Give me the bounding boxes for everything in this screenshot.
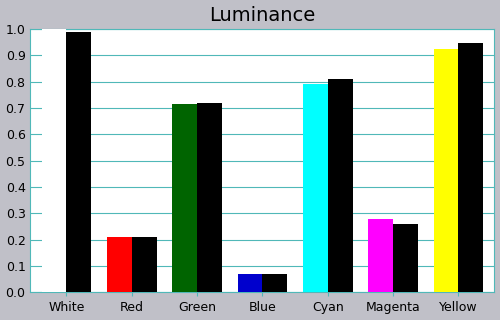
Bar (107, 237, 132, 292)
Bar (132, 237, 156, 292)
Bar (66, 32, 91, 292)
Title: Luminance: Luminance (210, 5, 316, 25)
Bar (393, 224, 418, 292)
Bar (197, 103, 222, 292)
Bar (328, 79, 352, 292)
Bar (42, 29, 66, 292)
Bar (368, 219, 393, 292)
Bar (262, 274, 287, 292)
Bar (238, 274, 262, 292)
Bar (458, 44, 483, 292)
Bar (303, 84, 328, 292)
Bar (434, 49, 458, 292)
Bar (172, 104, 197, 292)
